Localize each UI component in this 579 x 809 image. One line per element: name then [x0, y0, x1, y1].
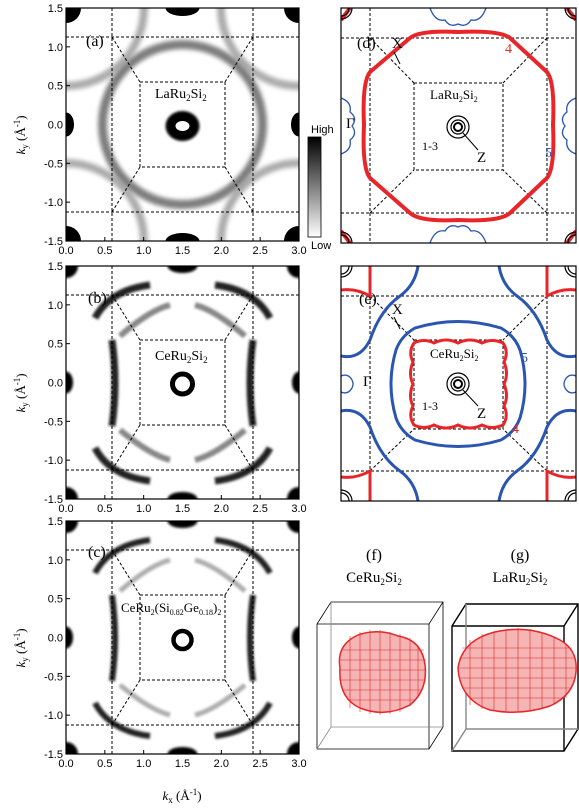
panel-c-ylabel: ky (Å-1) [12, 628, 30, 667]
panel-e-z-rings [446, 372, 470, 396]
panel-c-intensity-map [66, 521, 299, 754]
panel-e-band5-contour [389, 320, 527, 448]
x-tick-label: 0.5 [97, 245, 112, 257]
x-tick-label: 3.0 [291, 245, 306, 257]
panel-a-ylabel: ky (Å-1) [12, 115, 30, 154]
panel-a-axes: 0.0 0.5 1.0 1.5 2.0 2.5 3.0 1.5 1.0 0.5 0.0 -0.5 -1.… [44, 3, 307, 257]
y-tick-label: 0.5 [48, 594, 63, 606]
panel-d-band4-contour [361, 29, 556, 223]
x-tick-label: 1.0 [136, 245, 151, 257]
x-tick-label: 0.0 [58, 503, 73, 515]
y-tick-label: -1.5 [44, 236, 63, 248]
panel-g-compound: LaRu2Si2 [493, 570, 548, 587]
panel-e-compound: CeRu2Si2 [430, 346, 478, 363]
y-tick-label: -1.0 [44, 455, 63, 467]
panel-a-compound: LaRu2Si2 [155, 87, 207, 103]
panel-e-frame [340, 265, 577, 502]
x-tick-label: 2.0 [214, 245, 229, 257]
y-tick-label: -0.5 [44, 158, 63, 170]
panel-e-band5-label: 5 [521, 351, 528, 366]
panel-d-band-inner-label: 1-3 [422, 139, 438, 153]
y-tick-label: -1.5 [44, 494, 63, 506]
panel-g: (g) LaRu2Si2 [451, 547, 579, 752]
y-tick-label: 1.5 [48, 3, 63, 15]
panel-b-ylabel: ky (Å-1) [12, 373, 30, 412]
colorbar-low-label: Low [311, 240, 331, 252]
x-tick-label: 0.0 [58, 758, 73, 770]
x-tick-label: 2.5 [253, 758, 268, 770]
x-tick-label: 2.5 [253, 503, 268, 515]
y-tick-label: 0.0 [48, 120, 63, 132]
panel-e-x-point: X [392, 302, 403, 318]
x-tick-label: 2.5 [253, 245, 268, 257]
y-tick-label: 1.0 [48, 300, 63, 312]
panel-e-band4-label: 4 [512, 422, 519, 437]
panel-a-intensity-map [66, 8, 299, 241]
x-tick-label: 1.5 [175, 503, 190, 515]
panel-f-fermi-surface [338, 630, 427, 715]
panel-d-x-point: X [392, 36, 403, 52]
x-tick-label: 2.0 [214, 503, 229, 515]
x-tick-label: 2.0 [214, 758, 229, 770]
panel-e-band4-contour [409, 338, 508, 430]
panel-f-bounding-box [316, 601, 444, 750]
panel-d-band5-contours [341, 8, 576, 243]
colorbar-high-label: High [311, 124, 334, 136]
y-tick-label: -0.5 [44, 671, 63, 683]
panel-g-label: (g) [511, 547, 530, 564]
panel-c: (c) CeRu2(Si0.82Ge0.18)2 0.0 0.5 1.0 1.5 2.0… [44, 516, 307, 770]
x-tick-label: 0.0 [58, 245, 73, 257]
panel-b-compound: CeRu2Si2 [155, 349, 208, 365]
panel-c-xlabel: kx (Å-1) [162, 787, 201, 805]
panel-d-gamma-point: Γ [346, 116, 355, 132]
x-tick-label: 3.0 [291, 758, 306, 770]
y-tick-label: 0.0 [48, 633, 63, 645]
panel-d-label: (d) [357, 35, 376, 52]
panel-a-colorbar: High Low [307, 124, 334, 252]
x-tick-label: 1.5 [175, 245, 190, 257]
panel-c-label: (c) [88, 544, 106, 561]
panel-b-label: (b) [88, 290, 107, 307]
panel-d-frame [340, 7, 577, 244]
panel-a: (a) LaRu2Si2 High Low 0.0 0.5 1.0 1.5 2.0 2.5… [44, 3, 334, 257]
y-tick-label: -0.5 [44, 416, 63, 428]
panel-d-compound: LaRu2Si2 [430, 87, 478, 104]
panel-f: (f) CeRu2Si2 [316, 547, 444, 750]
x-tick-label: 1.0 [136, 503, 151, 515]
y-tick-label: 1.0 [48, 555, 63, 567]
panel-e-label: (e) [359, 291, 377, 308]
x-tick-label: 1.5 [175, 758, 190, 770]
panel-d-z-point: Z [477, 150, 486, 166]
panel-d-band4-label: 4 [505, 42, 512, 57]
panel-b: (b) CeRu2Si2 0.0 0.5 1.0 1.5 2.0 2.5 3.0 1.5 1.0… [44, 261, 307, 515]
panel-e-band-inner-label: 1-3 [422, 399, 438, 413]
y-tick-label: 0.5 [48, 339, 63, 351]
panel-e-z-point: Z [477, 406, 486, 422]
y-tick-label: -1.0 [44, 197, 63, 209]
panel-f-compound: CeRu2Si2 [346, 570, 402, 587]
panel-b-intensity-map [66, 266, 299, 499]
panel-b-axes: 0.0 0.5 1.0 1.5 2.0 2.5 3.0 1.5 1.0 0.5 0.0 -0.5 -1.… [44, 261, 307, 515]
panel-d-band5-label: 5 [545, 146, 552, 161]
panel-e: (e) CeRu2Si2 X Γ 4 5 1-3 Z [340, 265, 577, 502]
y-tick-label: -1.5 [44, 749, 63, 761]
x-tick-label: 0.5 [97, 758, 112, 770]
panel-a-label: (a) [86, 33, 104, 50]
y-tick-label: 1.5 [48, 261, 63, 273]
x-tick-label: 1.0 [136, 758, 151, 770]
panel-c-compound: CeRu2(Si0.82Ge0.18)2 [121, 600, 221, 617]
panel-d: (d) LaRu2Si2 X Γ 4 5 1-3 Z [340, 7, 577, 244]
panel-c-axes: 0.0 0.5 1.0 1.5 2.0 2.5 3.0 1.5 1.0 0.5 0.0 -0.5 -1.… [44, 516, 307, 770]
panel-e-gamma-point: Γ [363, 374, 372, 390]
y-tick-label: -1.0 [44, 710, 63, 722]
y-tick-label: 0.0 [48, 378, 63, 390]
panel-g-fermi-surface [457, 628, 577, 713]
y-tick-label: 1.5 [48, 516, 63, 528]
y-tick-label: 1.0 [48, 42, 63, 54]
panel-d-z-rings [446, 115, 470, 139]
panel-f-label: (f) [366, 547, 382, 564]
x-tick-label: 0.5 [97, 503, 112, 515]
x-tick-label: 3.0 [291, 503, 306, 515]
y-tick-label: 0.5 [48, 81, 63, 93]
